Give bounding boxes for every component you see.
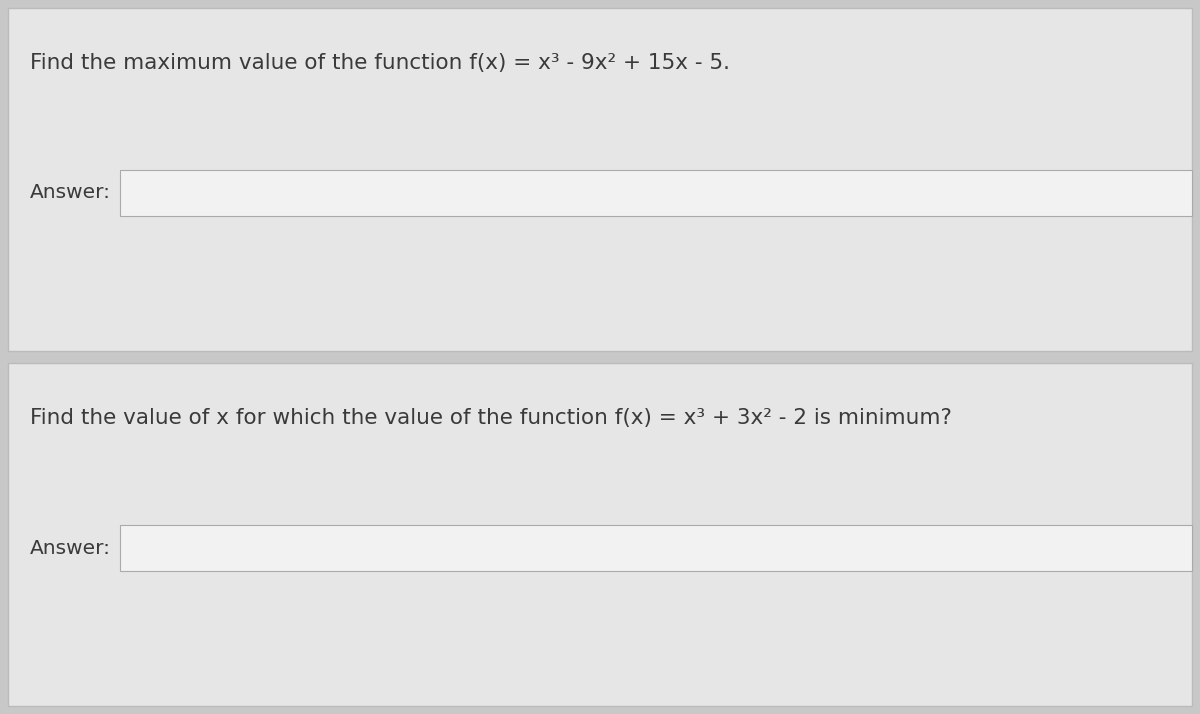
Text: Answer:: Answer:	[30, 538, 112, 558]
FancyBboxPatch shape	[8, 363, 1192, 706]
FancyBboxPatch shape	[120, 525, 1192, 571]
Text: Find the maximum value of the function f(x) = x³ - 9x² + 15x - 5.: Find the maximum value of the function f…	[30, 53, 730, 73]
FancyBboxPatch shape	[120, 170, 1192, 216]
FancyBboxPatch shape	[8, 8, 1192, 351]
Text: Answer:: Answer:	[30, 183, 112, 203]
Text: Find the value of x for which the value of the function f(x) = x³ + 3x² - 2 is m: Find the value of x for which the value …	[30, 408, 952, 428]
